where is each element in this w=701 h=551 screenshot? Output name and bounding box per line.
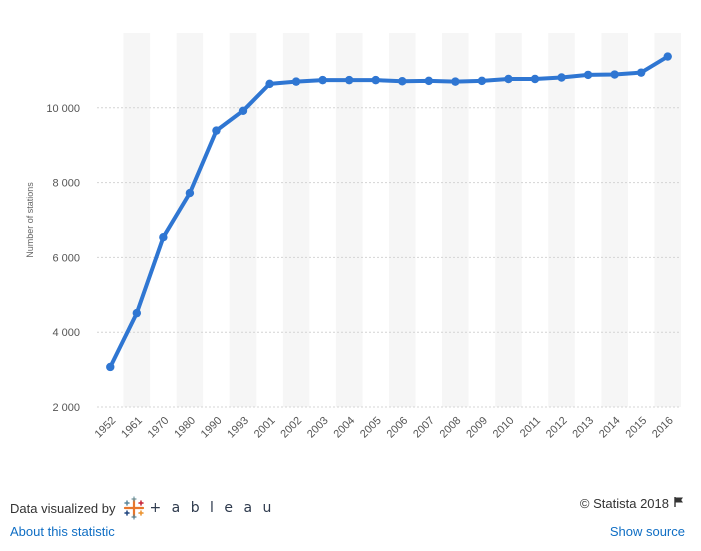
background-band [495, 33, 522, 407]
data-point[interactable] [185, 188, 195, 198]
data-point[interactable] [477, 76, 487, 86]
data-point[interactable] [344, 75, 354, 85]
background-band [601, 33, 628, 407]
x-tick-label: 2013 [570, 415, 596, 441]
data-point[interactable] [265, 79, 274, 89]
data-point[interactable] [291, 77, 301, 86]
about-statistic-link[interactable]: About this statistic [10, 524, 115, 539]
copyright-text: © Statista 2018 [579, 496, 669, 511]
x-tick-label: 2004 [332, 415, 358, 441]
x-tick-label: 2007 [411, 415, 437, 441]
data-point[interactable] [610, 70, 619, 79]
data-point[interactable] [132, 308, 142, 318]
y-axis-ticks: 2 000 4 000 6 000 8 000 10 000 [46, 103, 80, 414]
flag-icon[interactable] [673, 496, 685, 511]
data-point[interactable] [583, 70, 593, 80]
copyright: © Statista 2018 [580, 496, 685, 511]
background-band [548, 33, 575, 407]
background-band [123, 33, 151, 407]
alternating-bands [123, 33, 681, 407]
x-tick-label: 2011 [518, 415, 543, 440]
tableau-wordmark: + a b l e a u [149, 500, 275, 516]
x-tick-label: 2014 [597, 415, 623, 441]
x-tick-label: 2005 [358, 415, 384, 441]
data-point[interactable] [159, 233, 168, 242]
data-point[interactable] [636, 68, 646, 77]
show-source-link[interactable]: Show source [609, 524, 685, 539]
background-band [282, 33, 310, 407]
footer: Data visualized by + a b l e a u © Stati… [0, 480, 701, 551]
x-tick-label: 2001 [252, 415, 278, 441]
x-tick-label: 2003 [305, 415, 331, 441]
y-tick-label: 2 000 [52, 402, 80, 414]
data-point[interactable] [106, 362, 115, 372]
tableau-logo-icon [122, 496, 146, 520]
series-line [108, 54, 670, 369]
x-tick-label: 2002 [278, 415, 304, 441]
y-tick-label: 8 000 [52, 178, 80, 190]
x-tick-label: 1990 [199, 415, 225, 441]
data-point[interactable] [663, 52, 672, 61]
background-band [176, 33, 204, 407]
background-band [335, 33, 363, 407]
x-tick-label: 2006 [385, 415, 411, 441]
x-tick-label: 1980 [172, 415, 198, 441]
x-tick-label: 2010 [491, 415, 517, 441]
y-tick-label: 10 000 [46, 103, 80, 115]
data-point[interactable] [504, 74, 513, 84]
data-point[interactable] [318, 75, 327, 85]
x-tick-label: 1961 [119, 415, 145, 441]
x-tick-label: 2016 [650, 415, 676, 441]
y-axis-label: Number of stations [25, 182, 35, 258]
x-axis-ticks: 1952 1961 1970 1980 1990 1993 2001 2002 2003 2004… [93, 415, 676, 441]
x-tick-label: 2008 [438, 415, 464, 441]
data-point[interactable] [424, 76, 434, 86]
background-band [229, 33, 257, 407]
x-tick-label: 2009 [464, 415, 490, 441]
y-tick-label: 6 000 [52, 252, 80, 264]
data-point[interactable] [371, 75, 380, 85]
data-point[interactable] [238, 106, 248, 115]
series-points [106, 52, 672, 372]
data-point[interactable] [398, 77, 407, 86]
x-tick-label: 1970 [146, 415, 172, 441]
credit: Data visualized by + a b l e a u [10, 496, 274, 520]
background-band [389, 33, 416, 407]
x-tick-label: 2012 [544, 415, 570, 441]
data-point[interactable] [212, 126, 221, 135]
x-tick-label: 2015 [624, 415, 650, 441]
background-band [442, 33, 469, 407]
data-point[interactable] [557, 73, 566, 82]
credit-text: Data visualized by [10, 500, 116, 516]
x-tick-label: 1952 [93, 415, 119, 441]
x-tick-label: 1993 [225, 415, 251, 441]
data-point[interactable] [530, 74, 540, 84]
y-tick-label: 4 000 [52, 327, 80, 339]
data-point[interactable] [451, 77, 460, 86]
background-band [654, 33, 681, 407]
